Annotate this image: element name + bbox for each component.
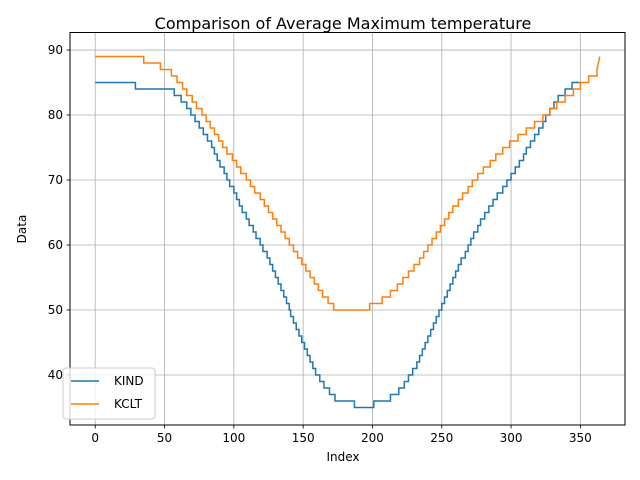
y-tick-label: 50: [48, 303, 63, 317]
x-tick-label: 300: [500, 431, 523, 445]
legend-label-kind: KIND: [114, 374, 144, 388]
plot-frame: [69, 32, 626, 426]
grid: [70, 32, 625, 425]
legend: KIND KCLT: [62, 367, 156, 420]
ticks: 0 50 100 150 200 250 300 350 40 50 60 70 80 90: [48, 43, 592, 445]
y-tick-label: 60: [48, 238, 63, 252]
x-tick-label: 50: [157, 431, 172, 445]
x-tick-label: 0: [91, 431, 99, 445]
x-tick-label: 350: [569, 431, 592, 445]
x-tick-label: 150: [292, 431, 315, 445]
x-axis-label: Index: [326, 450, 359, 464]
chart-title: Comparison of Average Maximum temperatur…: [155, 14, 532, 33]
y-axis-label: Data: [15, 215, 29, 244]
series-layer: [95, 55, 601, 409]
x-tick-label: 100: [222, 431, 245, 445]
legend-label-kclt: KCLT: [114, 397, 143, 411]
y-tick-label: 40: [48, 368, 63, 382]
y-tick-label: 70: [48, 173, 63, 187]
x-tick-label: 250: [430, 431, 453, 445]
series-line-kind: [95, 81, 581, 409]
y-tick-label: 80: [48, 108, 63, 122]
y-tick-label: 90: [48, 43, 63, 57]
series-line-kclt: [95, 55, 601, 311]
x-tick-label: 200: [361, 431, 384, 445]
